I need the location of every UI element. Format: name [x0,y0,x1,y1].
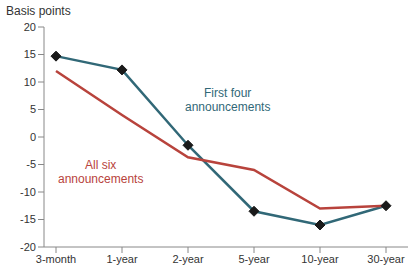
svg-text:5: 5 [30,103,36,115]
svg-text:15: 15 [24,48,36,60]
html-text:First four: First four [204,86,252,100]
svg-text:30-year: 30-year [367,253,405,265]
html-text:Basis points: Basis points [6,4,71,18]
html-text:All six: All six [85,158,117,172]
svg-text:-10: -10 [20,186,36,198]
html-text:announcements: announcements [58,172,144,186]
svg-text:0: 0 [30,131,36,143]
svg-text:1-year: 1-year [106,253,138,265]
svg-text:10: 10 [24,76,36,88]
svg-text:3-month: 3-month [36,253,76,265]
svg-text:10-year: 10-year [301,253,339,265]
svg-text:2-year: 2-year [172,253,204,265]
html-text:announcements: announcements [185,100,271,114]
svg-text:5-year: 5-year [238,253,270,265]
svg-text:-15: -15 [20,213,36,225]
svg-text:-5: -5 [26,158,36,170]
svg-text:-20: -20 [20,241,36,253]
svg-text:20: 20 [24,21,36,33]
